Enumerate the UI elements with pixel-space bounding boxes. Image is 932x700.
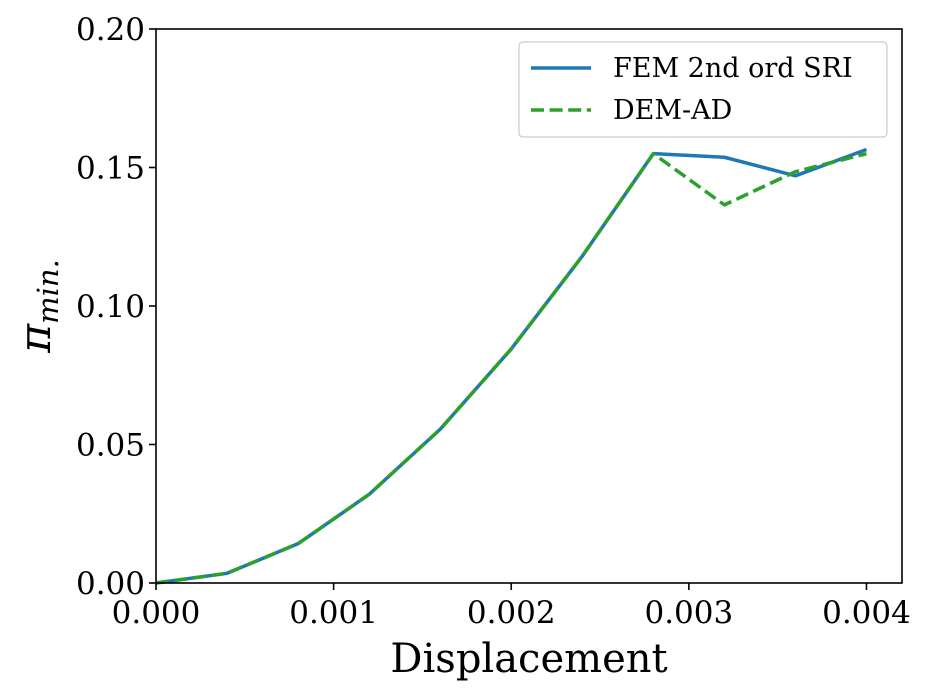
- series-1-point-3: [368, 493, 371, 496]
- series-1-point-1: [226, 572, 229, 575]
- x-tick-label: 0.001: [289, 595, 378, 631]
- y-tick-label: 0.00: [76, 566, 145, 602]
- series-1-point-9: [794, 170, 797, 173]
- series-layer: [155, 147, 868, 585]
- series-1-point-10: [865, 152, 868, 155]
- x-axis-label: Displacement: [390, 636, 667, 682]
- x-tick-label: 0.000: [112, 595, 201, 631]
- series-0-point-10: [865, 148, 868, 151]
- series-0-point-8: [723, 156, 726, 159]
- legend: FEM 2nd ord SRI DEM-AD: [518, 41, 888, 138]
- y-axis-label-subscript: min.: [31, 259, 65, 324]
- series-1-point-6: [581, 255, 584, 258]
- series-1-point-7: [652, 152, 655, 155]
- legend-label-dem: DEM-AD: [613, 95, 732, 126]
- legend-box: [518, 41, 888, 138]
- x-tick-label: 0.002: [467, 595, 556, 631]
- x-tick-label: 0.004: [822, 595, 911, 631]
- y-tick-label: 0.15: [76, 151, 145, 187]
- legend-label-fem: FEM 2nd ord SRI: [613, 53, 853, 84]
- series-line-0: [155, 147, 868, 585]
- y-axis-label: πmin.: [10, 259, 65, 354]
- y-tick-label: 0.05: [76, 428, 145, 464]
- series-1-point-5: [510, 347, 513, 350]
- ticks-layer: 0.000 0.001 0.002 0.003 0.004 0.00 0.05 0.10 0.1…: [76, 12, 911, 631]
- series-1-point-4: [439, 428, 442, 431]
- y-tick-label: 0.10: [76, 289, 145, 325]
- series-1-point-2: [297, 542, 300, 545]
- x-tick-label: 0.003: [644, 595, 733, 631]
- y-tick-label: 0.20: [76, 12, 145, 48]
- y-axis-label-main: π: [10, 323, 61, 354]
- svg-text:πmin.: πmin.: [10, 259, 65, 354]
- series-1-point-8: [723, 203, 726, 206]
- series-line-1: [155, 151, 867, 585]
- series-0-point-9: [794, 174, 797, 177]
